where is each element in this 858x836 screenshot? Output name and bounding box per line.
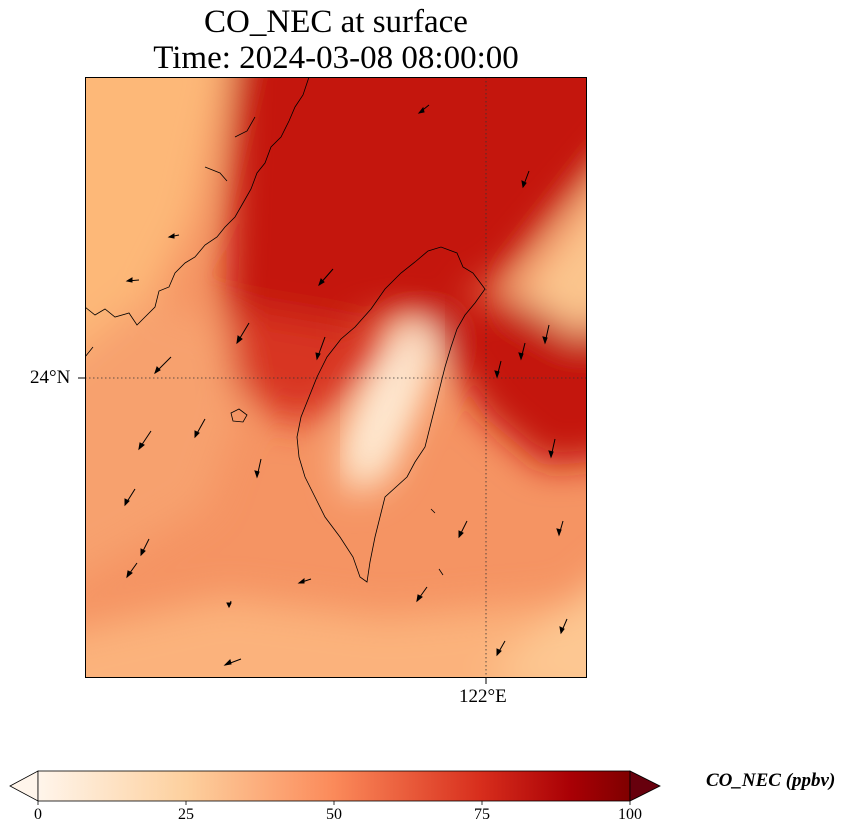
wind-arrow: [559, 618, 568, 635]
map-title-line1: CO_NEC at surface: [204, 4, 468, 40]
lon-tick-label: 122°E: [459, 686, 507, 707]
wind-arrow: [496, 640, 506, 657]
coastline-islands: [230, 408, 444, 576]
wind-arrow: [154, 356, 172, 375]
colorbar-extend-max: [629, 770, 661, 802]
colorbar-tick-25: 25: [178, 806, 194, 823]
colorbar-extend-min: [9, 770, 39, 802]
lat-tick-label: 24°N: [30, 367, 71, 388]
wind-arrow: [416, 586, 428, 603]
wind-arrow: [458, 520, 468, 539]
wind-arrow: [315, 336, 326, 361]
wind-arrow: [417, 104, 430, 114]
coastline-china: [85, 77, 310, 358]
colorbar: [9, 770, 661, 805]
mid-concentration-region-west: [85, 297, 265, 575]
wind-arrow: [521, 170, 530, 189]
wind-arrow: [254, 458, 262, 479]
colorbar-tick-100: 100: [618, 806, 642, 823]
wind-arrow: [140, 538, 150, 557]
wind-arrow: [125, 277, 140, 283]
wind-arrow: [542, 324, 550, 345]
colorbar-tick-75: 75: [474, 806, 490, 823]
wind-arrow: [124, 488, 136, 507]
wind-arrow: [126, 562, 138, 579]
wind-arrow: [194, 418, 206, 439]
low-concentration-region-se: [485, 589, 587, 678]
lon-tick-mark: [485, 677, 487, 684]
coastlines: [85, 77, 486, 583]
wind-arrow: [556, 520, 564, 537]
colorbar-label: CO_NEC (ppbv): [706, 770, 836, 791]
map-title-line2: Time: 2024-03-08 08:00:00: [153, 40, 519, 76]
wind-arrow: [223, 658, 242, 666]
wind-arrow: [236, 322, 250, 345]
wind-arrow: [318, 268, 334, 287]
coastline-taiwan: [296, 246, 486, 583]
colorbar-tick-50: 50: [326, 806, 342, 823]
wind-arrow: [548, 438, 556, 459]
high-concentration-band-north: [225, 77, 587, 367]
low-concentration-region-ne: [515, 205, 587, 337]
wind-arrow: [297, 577, 312, 584]
island-pale-streak: [355, 317, 430, 477]
high-concentration-mid: [225, 307, 405, 427]
wind-arrow: [226, 600, 232, 609]
low-concentration-region-south: [85, 597, 587, 678]
wind-arrow: [518, 342, 526, 361]
high-concentration-band-east: [405, 297, 587, 467]
wind-vectors: [124, 104, 568, 666]
wind-arrow: [138, 430, 152, 451]
map-plot[interactable]: [85, 77, 587, 678]
wind-arrow: [167, 233, 180, 239]
wind-arrow: [494, 360, 502, 379]
lat-tick-mark: [78, 377, 85, 379]
colorbar-tick-0: 0: [34, 806, 42, 823]
map-frame: [85, 77, 587, 678]
colorbar-gradient: [37, 770, 631, 802]
